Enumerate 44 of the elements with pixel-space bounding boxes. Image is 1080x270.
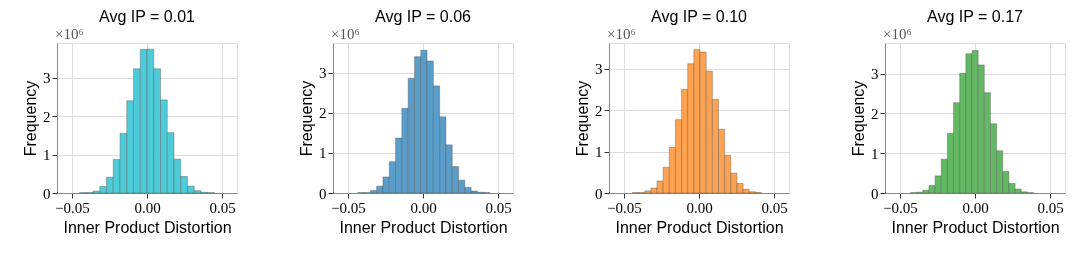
chart-title: Avg IP = 0.01	[99, 8, 196, 25]
y-axis-title: Frequency	[574, 80, 591, 157]
y-tick-label: 2	[43, 108, 51, 125]
x-tick-label: 0.05	[1037, 199, 1064, 216]
x-tick-label: 0.00	[410, 199, 437, 216]
text: ×10⁶	[331, 26, 360, 42]
text: ×10⁶	[607, 26, 636, 42]
x-tick-label: 0.00	[962, 199, 989, 216]
y-tick-label: 1	[871, 145, 879, 162]
x-tick-label: 0.00	[134, 199, 161, 216]
x-axis-title: Inner Product Distortion	[339, 218, 508, 236]
y-axis-title: Frequency	[22, 80, 39, 157]
x-tick-label: 0.05	[761, 199, 788, 216]
x-tick-label: 0.05	[209, 199, 236, 216]
x-tick-label: −0.05	[331, 199, 366, 216]
x-axis-title: Inner Product Distortion	[615, 218, 784, 236]
y-tick-label: 0	[43, 185, 51, 202]
y-tick-label: 2	[319, 105, 327, 122]
chart-title: Avg IP = 0.17	[927, 8, 1024, 25]
x-axis-title: Inner Product Distortion	[891, 218, 1060, 236]
y-axis-title: Frequency	[850, 80, 867, 157]
y-tick-label: 1	[43, 147, 51, 164]
y-tick-label: 3	[43, 70, 51, 87]
y-tick-label: 0	[595, 185, 603, 202]
y-axis-title: Frequency	[298, 80, 315, 157]
y-tick-label: 0	[871, 185, 879, 202]
y-tick-label: 1	[595, 144, 603, 161]
y-tick-label: 2	[871, 105, 879, 122]
y-tick-label: 1	[319, 145, 327, 162]
y-tick-label: 0	[319, 185, 327, 202]
x-tick-label: −0.05	[607, 199, 642, 216]
x-tick-label: −0.05	[55, 199, 90, 216]
x-tick-label: 0.05	[485, 199, 512, 216]
text: ×10⁶	[55, 26, 84, 42]
y-tick-label: 2	[595, 102, 603, 119]
chart-title: Avg IP = 0.06	[375, 8, 472, 25]
text: ×10⁶	[883, 26, 912, 42]
chart-title: Avg IP = 0.10	[651, 8, 748, 25]
y-tick-label: 3	[871, 66, 879, 83]
y-tick-label: 3	[319, 65, 327, 82]
x-tick-label: 0.00	[686, 199, 713, 216]
x-tick-label: −0.05	[883, 199, 918, 216]
y-tick-label: 3	[595, 61, 603, 78]
x-axis-title: Inner Product Distortion	[63, 218, 232, 236]
